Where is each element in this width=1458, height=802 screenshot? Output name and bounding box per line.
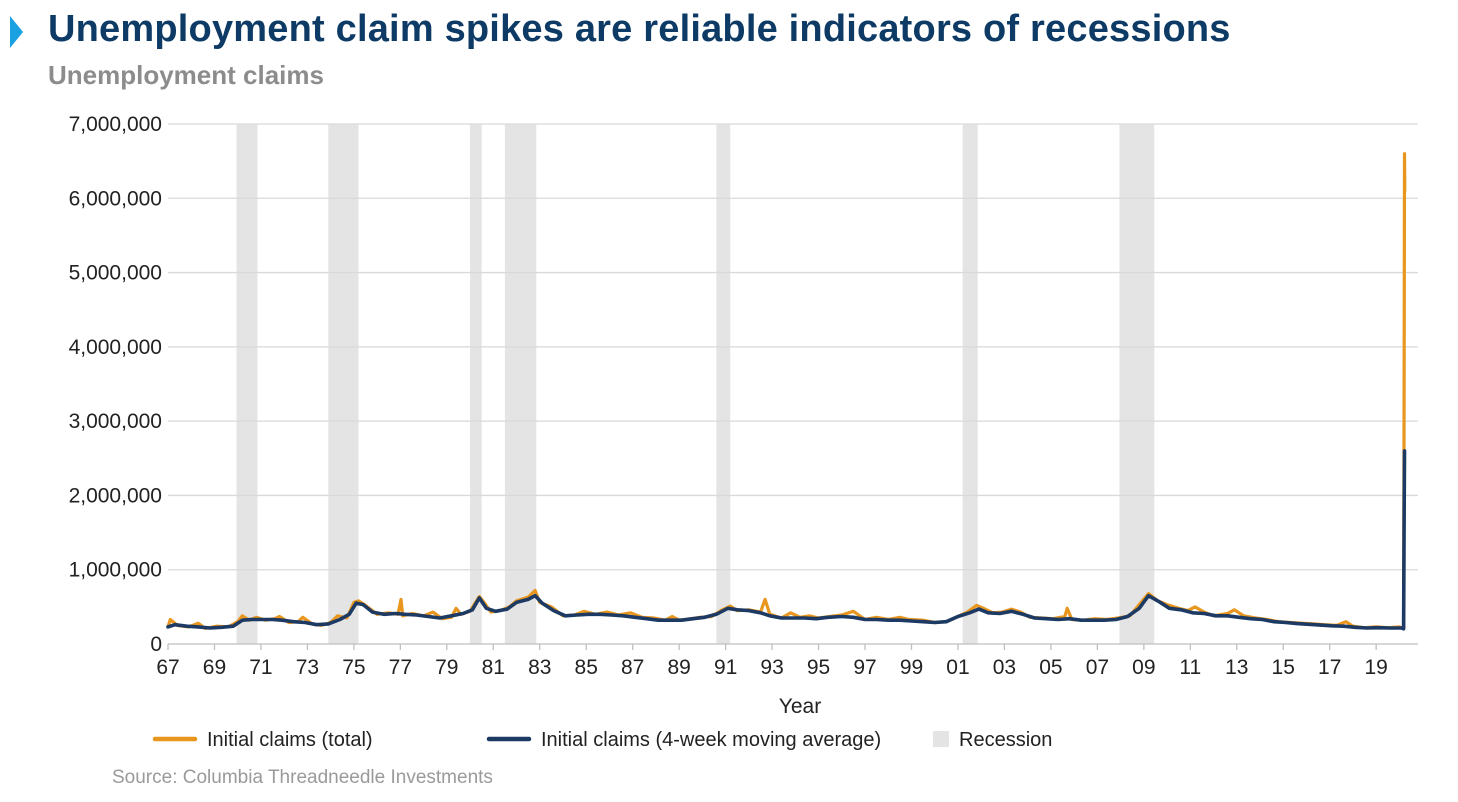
x-tick-label: 67	[156, 656, 179, 679]
legend-swatch-2	[933, 731, 949, 747]
x-tick-label: 95	[807, 656, 830, 679]
x-axis-ticks: 67 69 71 73 75 77 79 81 83 85 87 89 91 93 95 97 99 01 03 05…	[156, 644, 1388, 679]
x-tick-label: 93	[760, 656, 783, 679]
x-tick-label: 77	[389, 656, 412, 679]
x-tick-label: 99	[900, 656, 923, 679]
x-tick-label: 03	[993, 656, 1016, 679]
x-tick-label: 85	[575, 656, 598, 679]
x-tick-label: 83	[528, 656, 551, 679]
x-tick-label: 81	[482, 656, 505, 679]
y-axis-ticks: 0 1,000,000 2,000,000 3,000,000 4,000,000 5,0…	[69, 113, 162, 656]
x-tick-label: 79	[435, 656, 458, 679]
legend: Initial claims (total) Initial claims (4-…	[152, 729, 1052, 751]
x-tick-label: 19	[1364, 656, 1387, 679]
y-tick-label: 4,000,000	[69, 336, 162, 359]
legend-label-2: Recession	[959, 729, 1052, 751]
x-tick-label: 71	[249, 656, 272, 679]
recession-band-6	[1119, 124, 1155, 644]
x-tick-label: 11	[1179, 656, 1201, 679]
x-axis-title: Year	[779, 695, 821, 718]
x-tick-label: 17	[1318, 656, 1341, 679]
source-note: Source: Columbia Threadneedle Investment…	[112, 767, 493, 788]
recession-band-2	[470, 124, 482, 644]
y-tick-label: 1,000,000	[69, 559, 162, 582]
x-tick-label: 13	[1225, 656, 1248, 679]
x-tick-label: 69	[203, 656, 226, 679]
y-tick-label: 5,000,000	[69, 262, 162, 285]
x-tick-label: 01	[946, 656, 969, 679]
legend-label-1: Initial claims (4-week moving average)	[541, 729, 881, 751]
recession-bands	[236, 124, 1155, 644]
x-tick-label: 97	[853, 656, 876, 679]
x-tick-label: 91	[714, 656, 737, 679]
y-tick-label: 2,000,000	[69, 484, 162, 507]
chart-title: Unemployment claim spikes are reliable i…	[48, 8, 1231, 50]
x-tick-label: 87	[621, 656, 644, 679]
x-tick-label: 75	[342, 656, 365, 679]
x-tick-label: 05	[1039, 656, 1062, 679]
x-tick-label: 89	[667, 656, 690, 679]
recession-band-4	[716, 124, 731, 644]
y-tick-label: 3,000,000	[69, 410, 162, 433]
chart-subtitle: Unemployment claims	[48, 60, 324, 90]
x-tick-label: 73	[296, 656, 319, 679]
recession-band-1	[328, 124, 359, 644]
y-tick-label: 6,000,000	[69, 187, 162, 210]
recession-band-5	[962, 124, 978, 644]
y-tick-label: 7,000,000	[69, 113, 162, 136]
grid-lines	[168, 123, 1418, 645]
legend-label-0: Initial claims (total)	[207, 729, 373, 751]
title-marker-icon	[10, 16, 23, 48]
x-tick-label: 09	[1132, 656, 1155, 679]
y-tick-label: 0	[150, 633, 162, 656]
recession-band-0	[236, 124, 258, 644]
series-line-moving-average	[166, 449, 1407, 631]
recession-band-3	[504, 124, 537, 644]
x-tick-label: 07	[1086, 656, 1109, 679]
series-lines	[166, 152, 1407, 631]
x-tick-label: 15	[1272, 656, 1295, 679]
